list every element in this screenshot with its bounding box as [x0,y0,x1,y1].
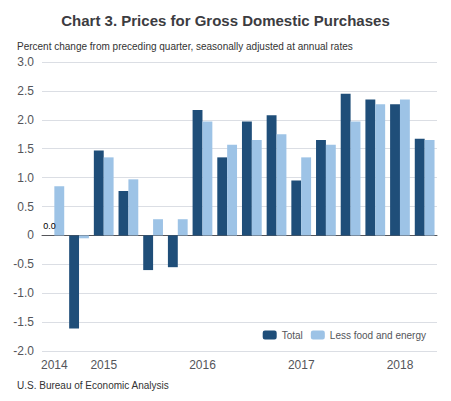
svg-text:-1.5: -1.5 [13,315,34,329]
svg-text:Total: Total [282,330,303,341]
svg-text:U.S. Bureau of Economic Analys: U.S. Bureau of Economic Analysis [17,380,169,391]
svg-text:2.0: 2.0 [17,113,34,127]
svg-text:1.0: 1.0 [17,171,34,185]
svg-text:1.5: 1.5 [17,142,34,156]
svg-text:Percent change from preceding: Percent change from preceding quarter, s… [17,41,353,52]
svg-text:2014: 2014 [41,358,68,372]
svg-text:3.0: 3.0 [17,55,34,69]
svg-text:2.5: 2.5 [17,84,34,98]
svg-text:2017: 2017 [288,358,315,372]
svg-text:-0.5: -0.5 [13,257,34,271]
svg-text:0.0: 0.0 [43,221,56,231]
svg-text:0.5: 0.5 [17,200,34,214]
svg-text:0: 0 [27,228,34,242]
svg-text:-2.0: -2.0 [13,344,34,358]
svg-text:2015: 2015 [90,358,117,372]
svg-text:2016: 2016 [189,358,216,372]
svg-text:Chart 3. Prices for Gross Dome: Chart 3. Prices for Gross Domestic Purch… [61,12,389,29]
svg-text:-1.0: -1.0 [13,286,34,300]
svg-text:2018: 2018 [387,358,414,372]
svg-text:Less food and energy: Less food and energy [330,330,426,341]
